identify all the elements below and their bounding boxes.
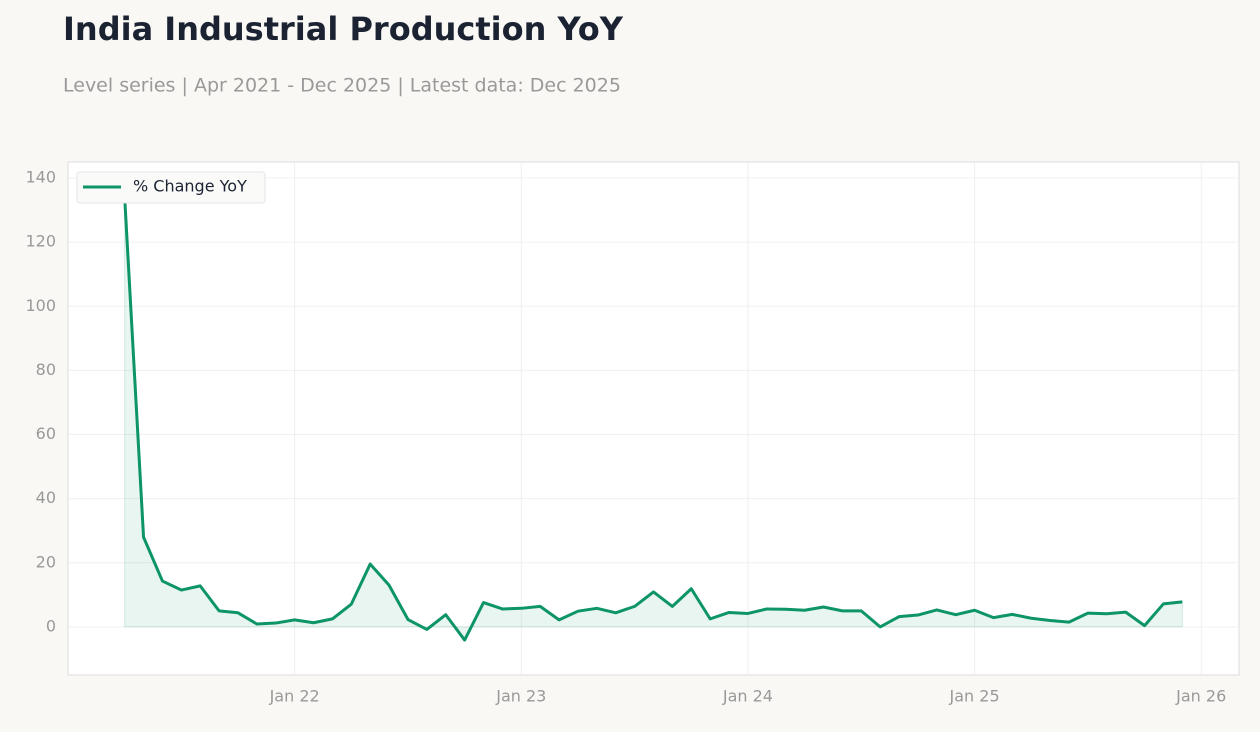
y-tick-label: 140 bbox=[25, 168, 56, 187]
chart-subtitle: Level series | Apr 2021 - Dec 2025 | Lat… bbox=[63, 75, 621, 97]
y-tick-label: 0 bbox=[46, 616, 56, 635]
x-tick-label: Jan 23 bbox=[495, 687, 546, 706]
y-tick-label: 40 bbox=[36, 488, 56, 507]
y-tick-label: 80 bbox=[36, 360, 56, 379]
x-tick-label: Jan 25 bbox=[949, 687, 1000, 706]
y-tick-label: 60 bbox=[36, 424, 56, 443]
legend: % Change YoY bbox=[76, 171, 266, 204]
x-tick-label: Jan 22 bbox=[269, 687, 320, 706]
y-tick-label: 20 bbox=[36, 552, 56, 571]
legend-box bbox=[76, 171, 266, 204]
legend-label: % Change YoY bbox=[133, 177, 247, 196]
plot-area bbox=[67, 161, 1240, 676]
y-tick-label: 100 bbox=[25, 296, 56, 315]
chart-title: India Industrial Production YoY bbox=[63, 10, 624, 48]
x-tick-label: Jan 26 bbox=[1175, 687, 1226, 706]
line bbox=[123, 197, 1183, 642]
y-tick-label: 120 bbox=[25, 232, 56, 251]
x-tick-label: Jan 24 bbox=[722, 687, 773, 706]
